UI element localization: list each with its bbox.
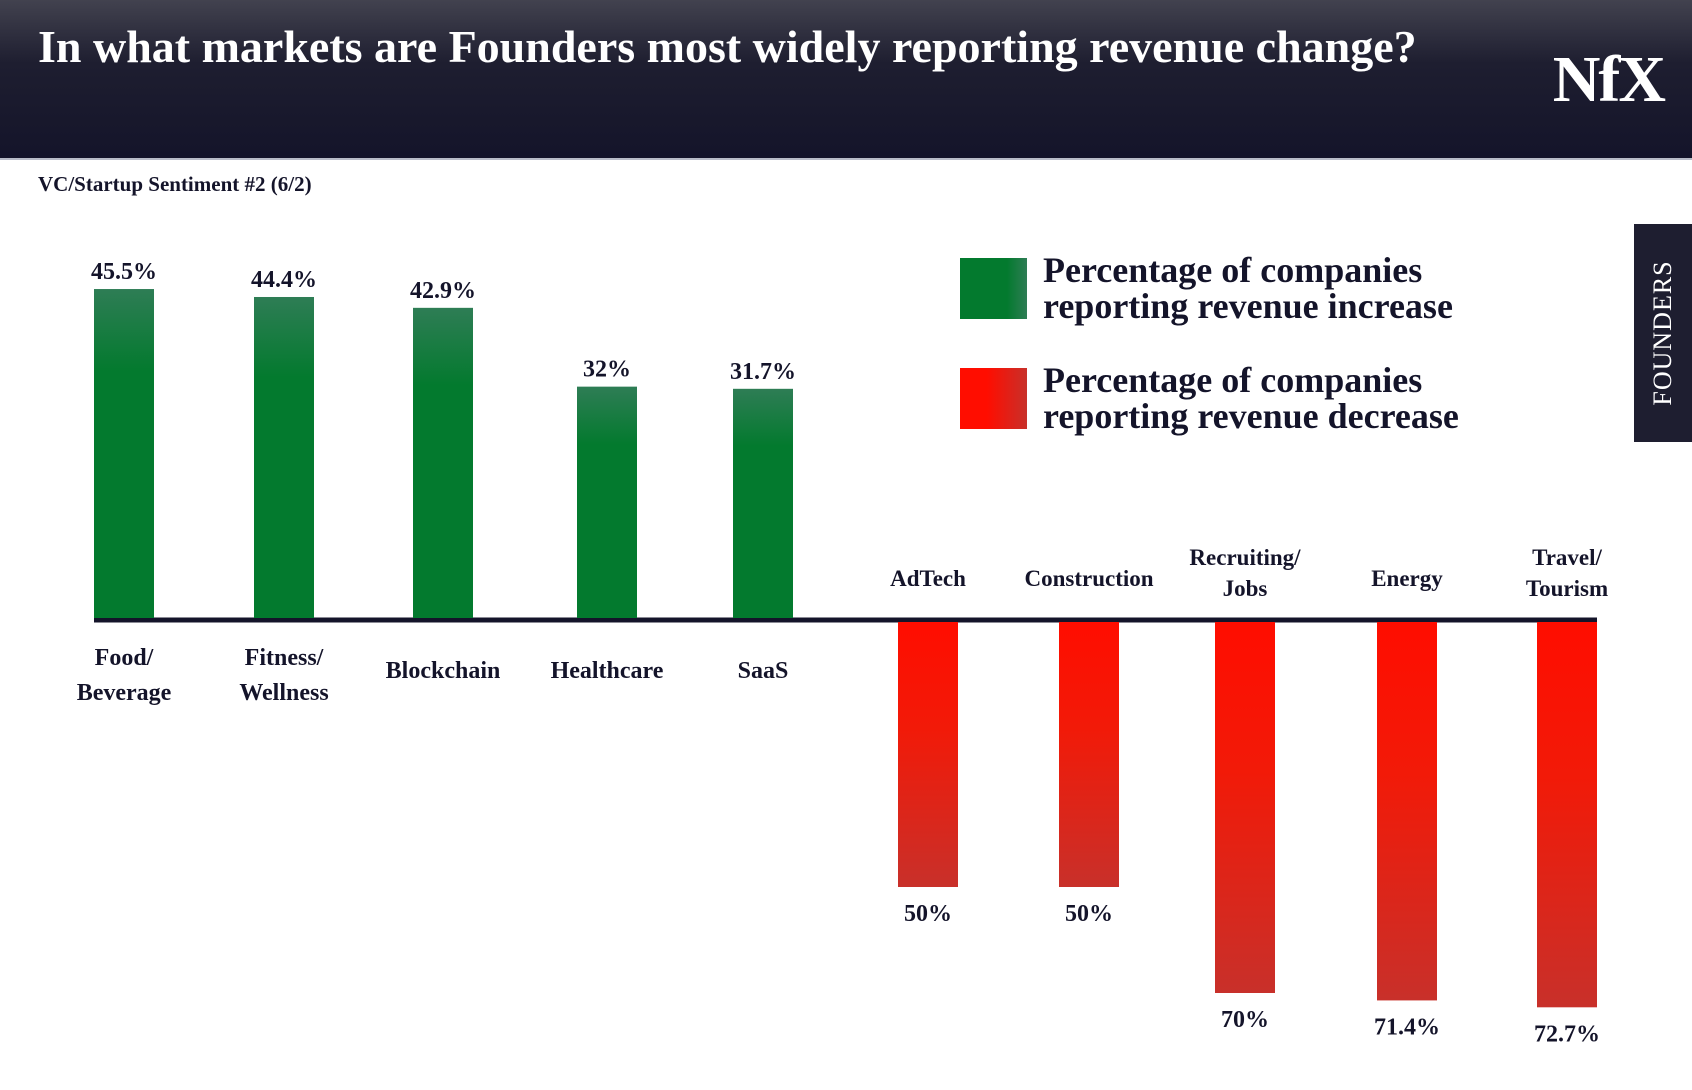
category-label: Energy: [1371, 566, 1443, 591]
legend-label-decrease: Percentage of companies reporting revenu…: [1043, 362, 1459, 434]
bar-increase: [254, 296, 314, 618]
bar-increase: [94, 289, 154, 618]
data-label: 44.4%: [251, 267, 317, 293]
category-label: Food/: [95, 645, 154, 671]
bar-decrease: [1059, 622, 1119, 887]
category-label: Wellness: [239, 680, 328, 706]
legend-line: Percentage of companies: [1043, 360, 1423, 400]
category-label: Recruiting/: [1189, 545, 1301, 570]
category-label: Tourism: [1526, 576, 1608, 601]
data-label: 32%: [583, 357, 631, 383]
legend-swatch-green: [960, 257, 1027, 319]
legend-line: reporting revenue decrease: [1043, 396, 1459, 436]
chart-title: In what markets are Founders most widely…: [38, 21, 1417, 72]
legend-line: Percentage of companies: [1043, 250, 1423, 290]
category-label: Blockchain: [386, 658, 501, 684]
header-banner: In what markets are Founders most widely…: [0, 0, 1692, 160]
data-label: 45.5%: [91, 259, 157, 285]
data-label: 72.7%: [1534, 1021, 1600, 1047]
category-label: Beverage: [77, 680, 172, 706]
category-label: Travel/: [1532, 545, 1602, 570]
category-label: Jobs: [1223, 576, 1268, 601]
chart-subtitle: VC/Startup Sentiment #2 (6/2): [38, 172, 312, 196]
legend-label-increase: Percentage of companies reporting revenu…: [1043, 252, 1453, 324]
legend-item-decrease: Percentage of companies reporting revenu…: [960, 362, 1459, 434]
bar-decrease: [1537, 622, 1597, 1008]
legend-swatch-red: [960, 367, 1027, 429]
bar-increase: [577, 386, 637, 618]
category-label: Healthcare: [551, 658, 664, 684]
nfx-logo: NfX: [1552, 43, 1666, 116]
data-label: 31.7%: [730, 359, 796, 385]
category-label: SaaS: [738, 658, 789, 684]
bar-decrease: [1215, 622, 1275, 993]
bar-increase: [733, 388, 793, 618]
category-label: Construction: [1024, 566, 1153, 591]
bar-decrease: [898, 622, 958, 887]
data-label: 50%: [1065, 901, 1113, 927]
category-label: Fitness/: [245, 645, 324, 671]
category-label: AdTech: [890, 566, 966, 591]
data-label: 70%: [1221, 1007, 1269, 1033]
bar-decrease: [1377, 622, 1437, 1001]
bar-increase: [413, 307, 473, 618]
founders-side-tab: FOUNDERS: [1634, 224, 1692, 442]
legend-item-increase: Percentage of companies reporting revenu…: [960, 252, 1453, 324]
data-label: 50%: [904, 901, 952, 927]
legend-line: reporting revenue increase: [1043, 286, 1453, 326]
data-label: 71.4%: [1374, 1014, 1440, 1040]
data-label: 42.9%: [410, 278, 476, 304]
